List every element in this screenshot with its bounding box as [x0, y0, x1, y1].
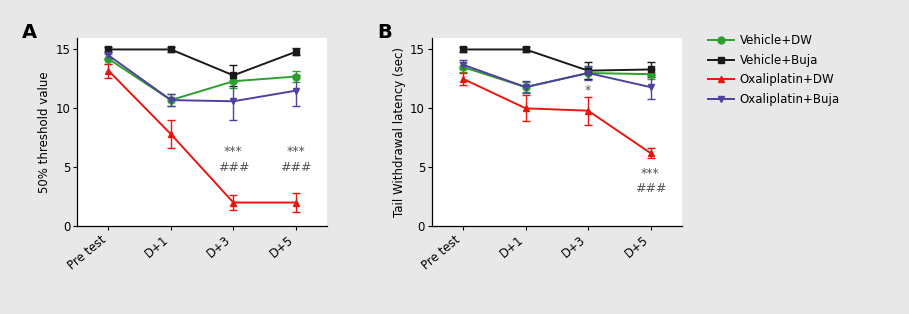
Text: ###: ### [634, 182, 666, 195]
Text: ###: ### [280, 161, 312, 174]
Y-axis label: Tail Withdrawal latency (sec): Tail Withdrawal latency (sec) [393, 47, 406, 217]
Text: B: B [377, 23, 392, 42]
Y-axis label: 50% threshold value: 50% threshold value [38, 71, 51, 193]
Text: *: * [585, 84, 591, 97]
Legend: Vehicle+DW, Vehicle+Buja, Oxaliplatin+DW, Oxaliplatin+Buja: Vehicle+DW, Vehicle+Buja, Oxaliplatin+DW… [707, 34, 840, 106]
Text: ###: ### [217, 161, 249, 174]
Text: ***: *** [641, 167, 660, 180]
Text: ***: *** [286, 145, 305, 158]
Text: ***: *** [224, 145, 243, 158]
Text: A: A [23, 23, 37, 42]
